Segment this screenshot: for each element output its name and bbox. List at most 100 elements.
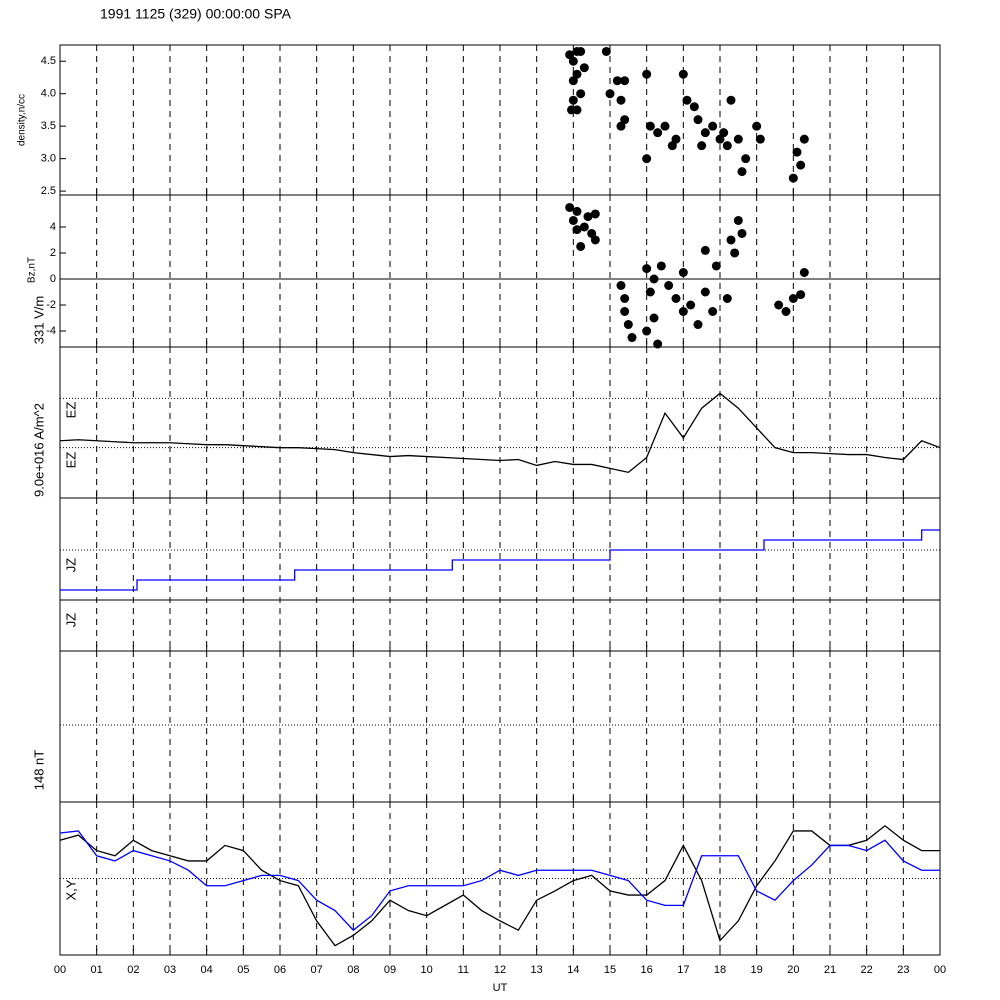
data-point <box>605 89 615 99</box>
data-point <box>799 134 809 144</box>
data-point <box>689 102 699 112</box>
data-point <box>612 76 622 86</box>
data-point <box>733 215 743 225</box>
data-point <box>590 235 600 245</box>
x-tick-label: 14 <box>567 964 579 976</box>
data-point <box>788 294 798 304</box>
y-axis-label: EZ <box>63 402 78 419</box>
y-axis-label: JZ <box>63 558 78 573</box>
data-point <box>700 128 710 138</box>
y-axis-label: 9.0e+016 A/m^2 <box>31 403 46 497</box>
data-point <box>620 76 630 86</box>
data-point <box>572 105 582 115</box>
data-point <box>579 222 589 232</box>
data-line <box>59 830 940 932</box>
data-point <box>664 280 674 290</box>
data-point <box>656 261 666 271</box>
y-tick-label: -4 <box>46 325 56 337</box>
data-point <box>788 173 798 183</box>
data-point <box>572 206 582 216</box>
data-point <box>708 307 718 317</box>
data-point <box>653 339 663 349</box>
data-point <box>682 95 692 105</box>
data-point <box>572 69 582 79</box>
x-tick-label: 02 <box>127 964 139 976</box>
data-point <box>741 154 751 164</box>
data-point <box>576 241 586 251</box>
data-line <box>59 824 940 947</box>
data-point <box>678 307 688 317</box>
y-tick-label: 3.5 <box>41 120 56 132</box>
x-tick-label: 20 <box>787 964 799 976</box>
data-point <box>711 261 721 271</box>
data-point <box>752 121 762 131</box>
data-point <box>583 212 593 222</box>
x-tick-label: 04 <box>201 964 213 976</box>
data-point <box>700 287 710 297</box>
data-point <box>667 141 677 151</box>
data-point <box>660 121 670 131</box>
data-line <box>60 529 940 591</box>
data-point <box>642 154 652 164</box>
data-point <box>755 134 765 144</box>
x-tick-label: 21 <box>824 964 836 976</box>
data-point <box>774 300 784 310</box>
y-tick-label: 3.0 <box>41 153 56 165</box>
y-tick-label: 4 <box>50 221 56 233</box>
data-point <box>576 89 586 99</box>
y-tick-label: 4.0 <box>41 88 56 100</box>
x-tick-label: 03 <box>164 964 176 976</box>
data-point <box>576 46 586 56</box>
data-point <box>590 209 600 219</box>
data-point <box>700 245 710 255</box>
data-point <box>601 46 611 56</box>
data-point <box>616 95 626 105</box>
data-point <box>568 215 578 225</box>
data-point <box>781 307 791 317</box>
data-point <box>620 294 630 304</box>
data-point <box>572 225 582 235</box>
data-point <box>620 307 630 317</box>
chart-title: 1991 1125 (329) 00:00:00 SPA <box>100 6 292 22</box>
y-axis-label: Bz,nT <box>27 257 38 283</box>
data-point <box>616 121 626 131</box>
x-tick-label: 05 <box>237 964 249 976</box>
data-point <box>799 267 809 277</box>
x-tick-label: 19 <box>751 964 763 976</box>
data-point <box>730 248 740 258</box>
data-point <box>693 320 703 330</box>
x-tick-label: 00 <box>54 964 66 976</box>
y-axis-label: EZ <box>63 452 78 469</box>
data-point <box>726 95 736 105</box>
data-point <box>719 128 729 138</box>
y-tick-label: 2 <box>50 247 56 259</box>
data-point <box>616 280 626 290</box>
data-point <box>645 287 655 297</box>
data-point <box>726 235 736 245</box>
data-point <box>642 69 652 79</box>
data-point <box>653 128 663 138</box>
data-line <box>59 392 941 474</box>
y-axis-label: 148 nT <box>31 750 46 791</box>
y-axis-label: JZ <box>63 613 78 628</box>
y-tick-label: 4.5 <box>41 55 56 67</box>
x-tick-label: 11 <box>458 964 469 976</box>
x-tick-label: 10 <box>421 964 433 976</box>
x-tick-label: 13 <box>531 964 543 976</box>
data-point <box>565 202 575 212</box>
x-tick-label: 23 <box>897 964 909 976</box>
data-point <box>733 134 743 144</box>
data-point <box>708 121 718 131</box>
x-tick-label: 22 <box>861 964 873 976</box>
x-tick-label: 08 <box>347 964 359 976</box>
x-tick-label: 00 <box>934 964 946 976</box>
data-point <box>722 141 732 151</box>
data-point <box>649 274 659 284</box>
x-tick-label: 09 <box>384 964 396 976</box>
x-tick-label: 18 <box>714 964 726 976</box>
data-point <box>678 69 688 79</box>
data-point <box>623 320 633 330</box>
data-point <box>649 313 659 323</box>
x-tick-label: 06 <box>274 964 286 976</box>
